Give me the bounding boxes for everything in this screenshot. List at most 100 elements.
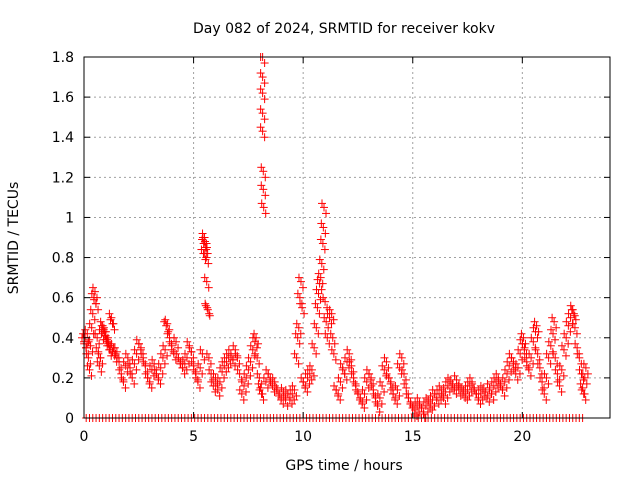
data-point (204, 259, 213, 268)
data-point (415, 399, 424, 408)
data-point (205, 365, 214, 374)
data-point (105, 309, 114, 318)
data-point (260, 95, 269, 104)
data-point (303, 387, 312, 396)
data-point (382, 357, 391, 366)
data-point (307, 365, 316, 374)
data-point (349, 377, 358, 386)
data-point (134, 355, 143, 364)
data-point (549, 329, 558, 338)
plot-frame (83, 56, 611, 419)
data-point (246, 371, 255, 380)
data-point (233, 353, 242, 362)
data-layer (78, 53, 592, 422)
data-point (316, 273, 325, 282)
data-point (244, 379, 253, 388)
x-tick-label: 15 (404, 429, 422, 445)
data-point (244, 353, 253, 362)
data-point (566, 301, 575, 310)
data-point (340, 369, 349, 378)
data-point (577, 385, 586, 394)
data-point (97, 367, 106, 376)
data-point (531, 345, 540, 354)
data-point (342, 375, 351, 384)
data-point (535, 355, 544, 364)
data-point (121, 383, 130, 392)
data-point (485, 385, 494, 394)
data-point (201, 299, 210, 308)
data-point (246, 341, 255, 350)
data-point (86, 341, 95, 350)
data-point (87, 371, 96, 380)
data-point (260, 133, 269, 142)
data-point (205, 311, 214, 320)
data-point (174, 353, 183, 362)
data-point (200, 355, 209, 364)
data-point (324, 323, 333, 332)
data-point (222, 357, 231, 366)
data-point (130, 359, 139, 368)
data-point (194, 359, 203, 368)
data-point (178, 355, 187, 364)
data-point (502, 383, 511, 392)
data-point (336, 377, 345, 386)
data-point (317, 219, 326, 228)
data-point (417, 403, 426, 412)
data-point (375, 393, 384, 402)
data-point (578, 383, 587, 392)
data-point (222, 367, 231, 376)
data-point (314, 289, 323, 298)
data-point (552, 323, 561, 332)
data-point (498, 385, 507, 394)
data-point (496, 381, 505, 390)
data-point (367, 381, 376, 390)
data-point (378, 381, 387, 390)
data-point (202, 349, 211, 358)
data-point (161, 315, 170, 324)
data-point (570, 323, 579, 332)
data-point (583, 369, 592, 378)
data-point (559, 371, 568, 380)
data-point (288, 399, 297, 408)
data-point (94, 349, 103, 358)
data-point (329, 315, 338, 324)
data-point (564, 321, 573, 330)
data-point (248, 363, 257, 372)
data-point (395, 391, 404, 400)
data-point (239, 395, 248, 404)
data-point (156, 363, 165, 372)
data-point (260, 59, 269, 68)
data-point (154, 373, 163, 382)
data-point (252, 333, 261, 342)
data-point (88, 283, 97, 292)
data-point (301, 381, 310, 390)
data-point (260, 115, 269, 124)
data-point (371, 397, 380, 406)
data-point (465, 373, 474, 382)
data-point (240, 369, 249, 378)
data-point (187, 347, 196, 356)
data-point (292, 319, 301, 328)
data-point (318, 279, 327, 288)
data-point (148, 355, 157, 364)
data-point (582, 379, 591, 388)
data-point (489, 395, 498, 404)
data-point (233, 365, 242, 374)
data-point (555, 361, 564, 370)
data-point (336, 395, 345, 404)
data-point (557, 387, 566, 396)
data-point (444, 373, 453, 382)
y-tick-label: 1.2 (52, 170, 74, 186)
data-point (365, 369, 374, 378)
data-point (360, 403, 369, 412)
data-point (345, 349, 354, 358)
y-tick-label: 1 (65, 210, 74, 226)
data-point (307, 375, 316, 384)
data-point (491, 387, 500, 396)
data-point (373, 401, 382, 410)
data-point (107, 339, 116, 348)
data-point (95, 339, 104, 348)
data-point (256, 105, 265, 114)
data-point (294, 273, 303, 282)
data-point (160, 359, 169, 368)
